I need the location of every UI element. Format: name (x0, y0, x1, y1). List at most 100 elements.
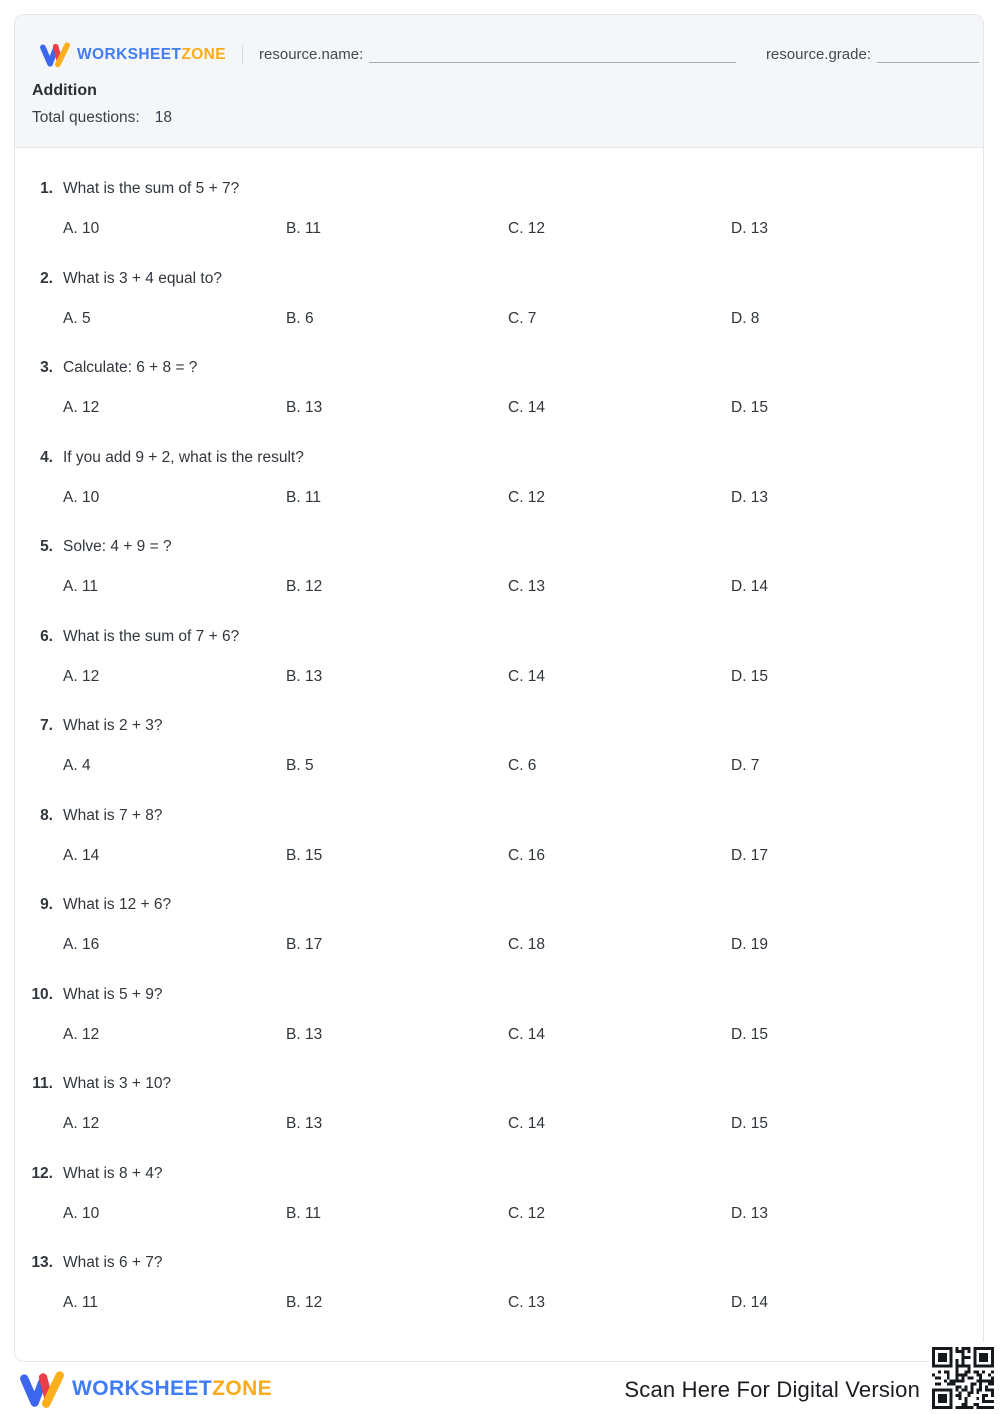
answer-option-b[interactable]: B. 15 (286, 846, 323, 864)
answer-option-a[interactable]: A. 10 (63, 220, 100, 237)
answer-option-c[interactable]: C. 13 (508, 1294, 546, 1311)
answer-option-d[interactable]: D. 17 (731, 846, 769, 864)
answer-option-a[interactable]: A. 12 (63, 399, 100, 416)
worksheet-title: Addition (32, 82, 97, 99)
answer-option-b[interactable]: B. 5 (286, 757, 314, 774)
answer-option-c[interactable]: C. 16 (508, 846, 546, 864)
answer-options: A. 4 B. 5 C. 6 D. 7 (63, 755, 983, 776)
answer-option-a[interactable]: A. 14 (63, 846, 100, 864)
answer-option-a[interactable]: A. 12 (63, 1115, 100, 1132)
question-number: 10. (31, 985, 53, 1003)
total-questions-value: 18 (154, 109, 172, 126)
answer-option-b[interactable]: B. 13 (286, 1115, 323, 1132)
question-text: What is 3 + 10? (63, 1075, 172, 1092)
question-number: 8. (40, 806, 53, 824)
answer-option-c[interactable]: C. 14 (508, 1025, 546, 1043)
question-number: 6. (40, 627, 53, 645)
question-number: 2. (40, 269, 53, 287)
question-block: 9. What is 12 + 6? A. 16 B. 17 C. 18 D. … (15, 894, 983, 955)
header-divider (242, 44, 244, 65)
answer-option-b[interactable]: B. 17 (286, 936, 323, 953)
page-footer: WORKSHEETZONE Scan Here For Digital Vers… (0, 1342, 1000, 1414)
question-row: 3. Calculate: 6 + 8 = ? (15, 357, 983, 378)
question-block: 11. What is 3 + 10? A. 12 B. 13 C. 14 D.… (15, 1073, 983, 1134)
answer-option-a[interactable]: A. 10 (63, 1204, 100, 1222)
answer-option-c[interactable]: C. 18 (508, 936, 546, 953)
total-questions: Total questions: 18 (32, 109, 172, 127)
answer-options: A. 10 B. 11 C. 12 D. 13 (63, 1203, 983, 1224)
answer-option-b[interactable]: B. 12 (286, 1294, 323, 1311)
resource-grade-blank-field[interactable] (877, 47, 979, 63)
answer-option-c[interactable]: C. 12 (508, 220, 546, 237)
answer-option-b[interactable]: B. 13 (286, 667, 323, 685)
answer-option-d[interactable]: D. 8 (731, 309, 760, 327)
question-row: 8. What is 7 + 8? (15, 805, 983, 826)
answer-option-d[interactable]: D. 15 (731, 667, 769, 685)
question-row: 12. What is 8 + 4? (15, 1163, 983, 1184)
answer-option-d[interactable]: D. 15 (731, 1115, 769, 1132)
scan-here-text: Scan Here For Digital Version (624, 1377, 920, 1402)
answer-options: A. 14 B. 15 C. 16 D. 17 (63, 845, 983, 866)
answer-option-b[interactable]: B. 13 (286, 1025, 323, 1043)
answer-option-a[interactable]: A. 11 (63, 578, 99, 595)
worksheet-zone-w-icon (20, 1371, 64, 1408)
question-block: 2. What is 3 + 4 equal to? A. 5 B. 6 C. … (15, 268, 983, 329)
answer-option-c[interactable]: C. 12 (508, 488, 546, 506)
answer-options: A. 10 B. 11 C. 12 D. 13 (63, 487, 983, 508)
answer-options: A. 11 B. 12 C. 13 D. 14 (63, 1292, 983, 1313)
question-row: 1. What is the sum of 5 + 7? (15, 178, 983, 199)
answer-option-a[interactable]: A. 12 (63, 1025, 100, 1043)
question-block: 12. What is 8 + 4? A. 10 B. 11 C. 12 D. … (15, 1163, 983, 1224)
brand-wordmark: WORKSHEETZONE (77, 45, 227, 63)
answer-option-d[interactable]: D. 7 (731, 757, 760, 774)
question-block: 4. If you add 9 + 2, what is the result?… (15, 447, 983, 508)
answer-option-d[interactable]: D. 13 (731, 220, 769, 237)
answer-option-a[interactable]: A. 4 (63, 757, 91, 774)
question-row: 11. What is 3 + 10? (15, 1073, 983, 1094)
answer-option-c[interactable]: C. 14 (508, 1115, 546, 1132)
answer-option-d[interactable]: D. 13 (731, 488, 769, 506)
qr-code-box (928, 1342, 998, 1414)
answer-option-b[interactable]: B. 11 (286, 220, 322, 237)
answer-option-a[interactable]: A. 5 (63, 309, 91, 327)
answer-option-c[interactable]: C. 6 (508, 757, 537, 774)
answer-option-a[interactable]: A. 12 (63, 667, 100, 685)
question-text: What is the sum of 5 + 7? (63, 180, 240, 197)
resource-name-label: resource.name: (259, 46, 364, 63)
resource-name-blank-field[interactable] (369, 47, 736, 63)
total-questions-label: Total questions: (32, 109, 140, 126)
answer-option-b[interactable]: B. 11 (286, 488, 322, 506)
question-block: 8. What is 7 + 8? A. 14 B. 15 C. 16 D. 1… (15, 805, 983, 866)
worksheet-card: WORKSHEETZONE resource.name: resource.gr… (14, 14, 984, 1362)
question-row: 7. What is 2 + 3? (15, 715, 983, 736)
answer-option-d[interactable]: D. 15 (731, 399, 769, 416)
answer-option-d[interactable]: D. 19 (731, 936, 769, 953)
answer-option-d[interactable]: D. 15 (731, 1025, 769, 1043)
question-block: 13. What is 6 + 7? A. 11 B. 12 C. 13 D. … (15, 1252, 983, 1313)
header-row: WORKSHEETZONE resource.name: resource.gr… (39, 41, 979, 68)
answer-option-a[interactable]: A. 11 (63, 1294, 99, 1311)
answer-option-d[interactable]: D. 13 (731, 1204, 769, 1222)
answer-option-a[interactable]: A. 16 (63, 936, 100, 953)
question-block: 6. What is the sum of 7 + 6? A. 12 B. 13… (15, 626, 983, 687)
answer-option-c[interactable]: C. 12 (508, 1204, 546, 1222)
answer-option-a[interactable]: A. 10 (63, 488, 100, 506)
answer-option-d[interactable]: D. 14 (731, 1294, 769, 1311)
question-text: What is 7 + 8? (63, 806, 163, 824)
answer-option-b[interactable]: B. 6 (286, 309, 314, 327)
answer-option-c[interactable]: C. 13 (508, 578, 546, 595)
question-text: If you add 9 + 2, what is the result? (63, 448, 304, 466)
answer-option-c[interactable]: C. 14 (508, 399, 546, 416)
answer-option-c[interactable]: C. 14 (508, 667, 546, 685)
answer-option-b[interactable]: B. 12 (286, 578, 323, 595)
answer-option-b[interactable]: B. 13 (286, 399, 323, 416)
question-list: 1. What is the sum of 5 + 7? A. 10 B. 11… (15, 149, 983, 1361)
question-text: What is the sum of 7 + 6? (63, 627, 240, 645)
question-row: 4. If you add 9 + 2, what is the result? (15, 447, 983, 468)
question-text: What is 5 + 9? (63, 985, 163, 1003)
question-text: What is 2 + 3? (63, 717, 163, 734)
question-block: 10. What is 5 + 9? A. 12 B. 13 C. 14 D. … (15, 984, 983, 1045)
answer-option-c[interactable]: C. 7 (508, 309, 537, 327)
answer-option-b[interactable]: B. 11 (286, 1204, 322, 1222)
answer-option-d[interactable]: D. 14 (731, 578, 769, 595)
